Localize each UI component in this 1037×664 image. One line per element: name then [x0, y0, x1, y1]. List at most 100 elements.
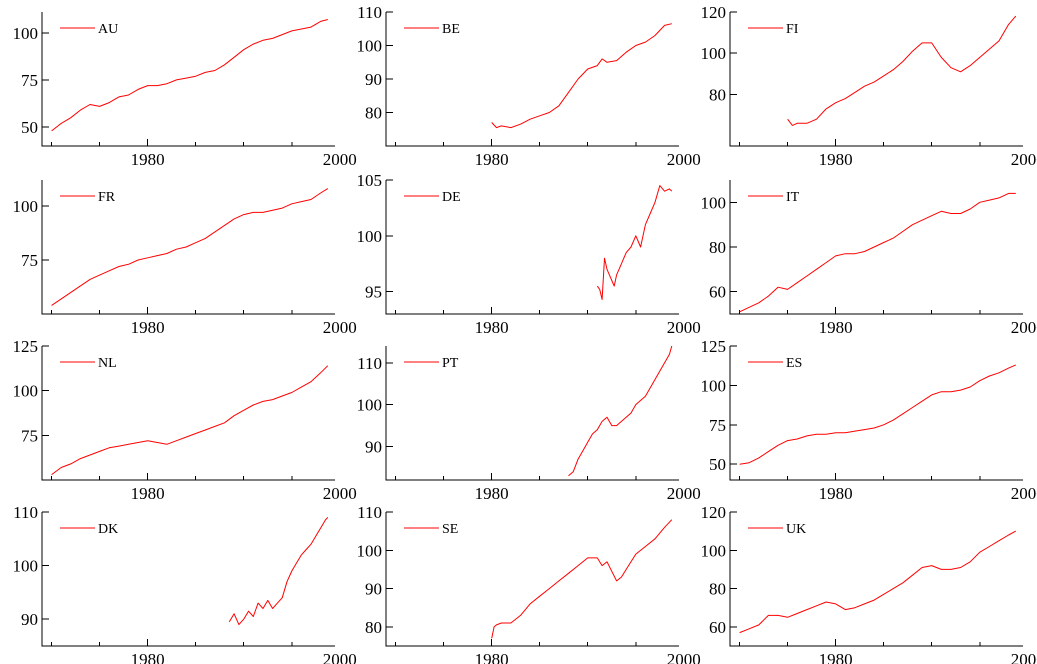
y-tick-label: 120: [701, 3, 727, 22]
y-tick-label: 80: [365, 104, 382, 123]
y-tick-label: 80: [709, 85, 726, 104]
panel-fi: 1980 2000 80 100 120 FI: [701, 3, 1037, 169]
legend-label: ES: [786, 356, 802, 371]
x-tick-label: 2000: [323, 150, 357, 169]
axis-lines: [41, 512, 335, 647]
x-tick-label: 2000: [1011, 318, 1037, 337]
legend-label: IT: [786, 190, 800, 205]
y-tick-label: 100: [357, 541, 383, 560]
x-tick-label: 1980: [131, 650, 165, 664]
series-line-au: [51, 19, 328, 132]
y-tick-label: 100: [701, 193, 727, 212]
y-tick-label: 75: [709, 416, 726, 435]
y-tick-label: 100: [701, 541, 727, 560]
axis-lines: [41, 346, 335, 481]
y-tick-label: 110: [357, 3, 382, 22]
y-tick-label: 80: [709, 238, 726, 257]
y-tick-label: 120: [701, 503, 727, 522]
panel-au: 1980 2000 50 75 100 AU: [13, 12, 357, 169]
panel-fr: 1980 2000 75 100 FR: [13, 180, 357, 337]
x-tick-label: 1980: [131, 484, 165, 503]
y-tick-label: 100: [13, 557, 39, 576]
x-tick-label: 1980: [819, 318, 853, 337]
axis-lines: [385, 346, 679, 481]
x-tick-label: 2000: [667, 650, 701, 664]
y-tick-label: 80: [365, 618, 382, 637]
panel-de: 1980 2000 95 100 105 DE: [357, 171, 701, 337]
axis-lines: [729, 180, 1023, 315]
series-line-fr: [51, 188, 329, 306]
legend-label: SE: [442, 522, 458, 537]
y-tick-label: 110: [357, 503, 382, 522]
axis-lines: [729, 512, 1023, 647]
panel-es: 1980 2000 50 75 100 125 ES: [701, 337, 1037, 503]
axis-lines: [729, 12, 1023, 147]
x-tick-label: 1980: [131, 150, 165, 169]
series-line-pt: [568, 345, 673, 477]
x-tick-label: 1980: [819, 150, 853, 169]
legend-label: FR: [98, 190, 116, 205]
x-tick-label: 2000: [1011, 650, 1037, 664]
panel-dk: 1980 2000 90 100 110 DK: [13, 503, 357, 664]
y-tick-label: 60: [709, 618, 726, 637]
y-tick-label: 75: [21, 426, 38, 445]
series-line-fi: [787, 15, 1017, 126]
x-tick-label: 1980: [475, 650, 509, 664]
y-tick-label: 90: [21, 610, 38, 629]
panel-be: 1980 2000 80 90 100 110 BE: [357, 3, 701, 169]
y-tick-label: 105: [357, 171, 383, 190]
legend-label: NL: [98, 356, 117, 371]
series-line-uk: [739, 530, 1017, 634]
panel-nl: 1980 2000 75 100 125 NL: [13, 337, 357, 503]
axis-lines: [41, 180, 335, 315]
x-tick-label: 2000: [323, 318, 357, 337]
y-tick-label: 100: [13, 24, 39, 43]
legend-label: UK: [786, 522, 806, 537]
legend-label: AU: [98, 22, 118, 37]
axis-lines: [41, 12, 335, 147]
y-tick-label: 100: [357, 37, 383, 56]
y-tick-label: 125: [13, 337, 39, 356]
series-line-de: [596, 185, 673, 300]
y-tick-label: 100: [701, 44, 727, 63]
x-tick-label: 2000: [667, 318, 701, 337]
legend-label: FI: [786, 22, 799, 37]
y-tick-label: 100: [13, 197, 39, 216]
y-tick-label: 80: [709, 580, 726, 599]
x-tick-label: 2000: [667, 150, 701, 169]
y-tick-label: 100: [701, 376, 727, 395]
x-tick-label: 2000: [323, 484, 357, 503]
panel-pt: 1980 2000 90 100 110 PT: [357, 345, 701, 503]
y-tick-label: 90: [365, 438, 382, 457]
axis-lines: [385, 12, 679, 147]
x-tick-label: 1980: [475, 318, 509, 337]
y-tick-label: 50: [709, 455, 726, 474]
y-tick-label: 110: [13, 503, 38, 522]
x-tick-label: 1980: [819, 484, 853, 503]
axis-lines: [385, 180, 679, 315]
x-tick-label: 1980: [475, 150, 509, 169]
x-tick-label: 1980: [475, 484, 509, 503]
x-tick-label: 2000: [667, 484, 701, 503]
y-tick-label: 90: [365, 580, 382, 599]
y-tick-label: 90: [365, 70, 382, 89]
x-tick-label: 2000: [1011, 150, 1037, 169]
x-tick-label: 2000: [323, 650, 357, 664]
series-line-dk: [228, 517, 329, 626]
series-line-nl: [51, 365, 329, 476]
panel-it: 1980 2000 60 80 100 IT: [701, 180, 1037, 337]
y-tick-label: 100: [357, 396, 383, 415]
axis-lines: [729, 346, 1023, 481]
panel-se: 1980 2000 80 90 100 110 SE: [357, 503, 701, 664]
x-tick-label: 1980: [819, 650, 853, 664]
x-tick-label: 2000: [1011, 484, 1037, 503]
y-tick-label: 50: [21, 118, 38, 137]
y-tick-label: 125: [701, 337, 727, 356]
series-line-es: [739, 364, 1017, 465]
y-tick-label: 75: [21, 71, 38, 90]
series-line-it: [739, 192, 1016, 313]
legend-label: PT: [442, 356, 459, 371]
legend-label: BE: [442, 22, 460, 37]
series-line-se: [491, 519, 673, 639]
